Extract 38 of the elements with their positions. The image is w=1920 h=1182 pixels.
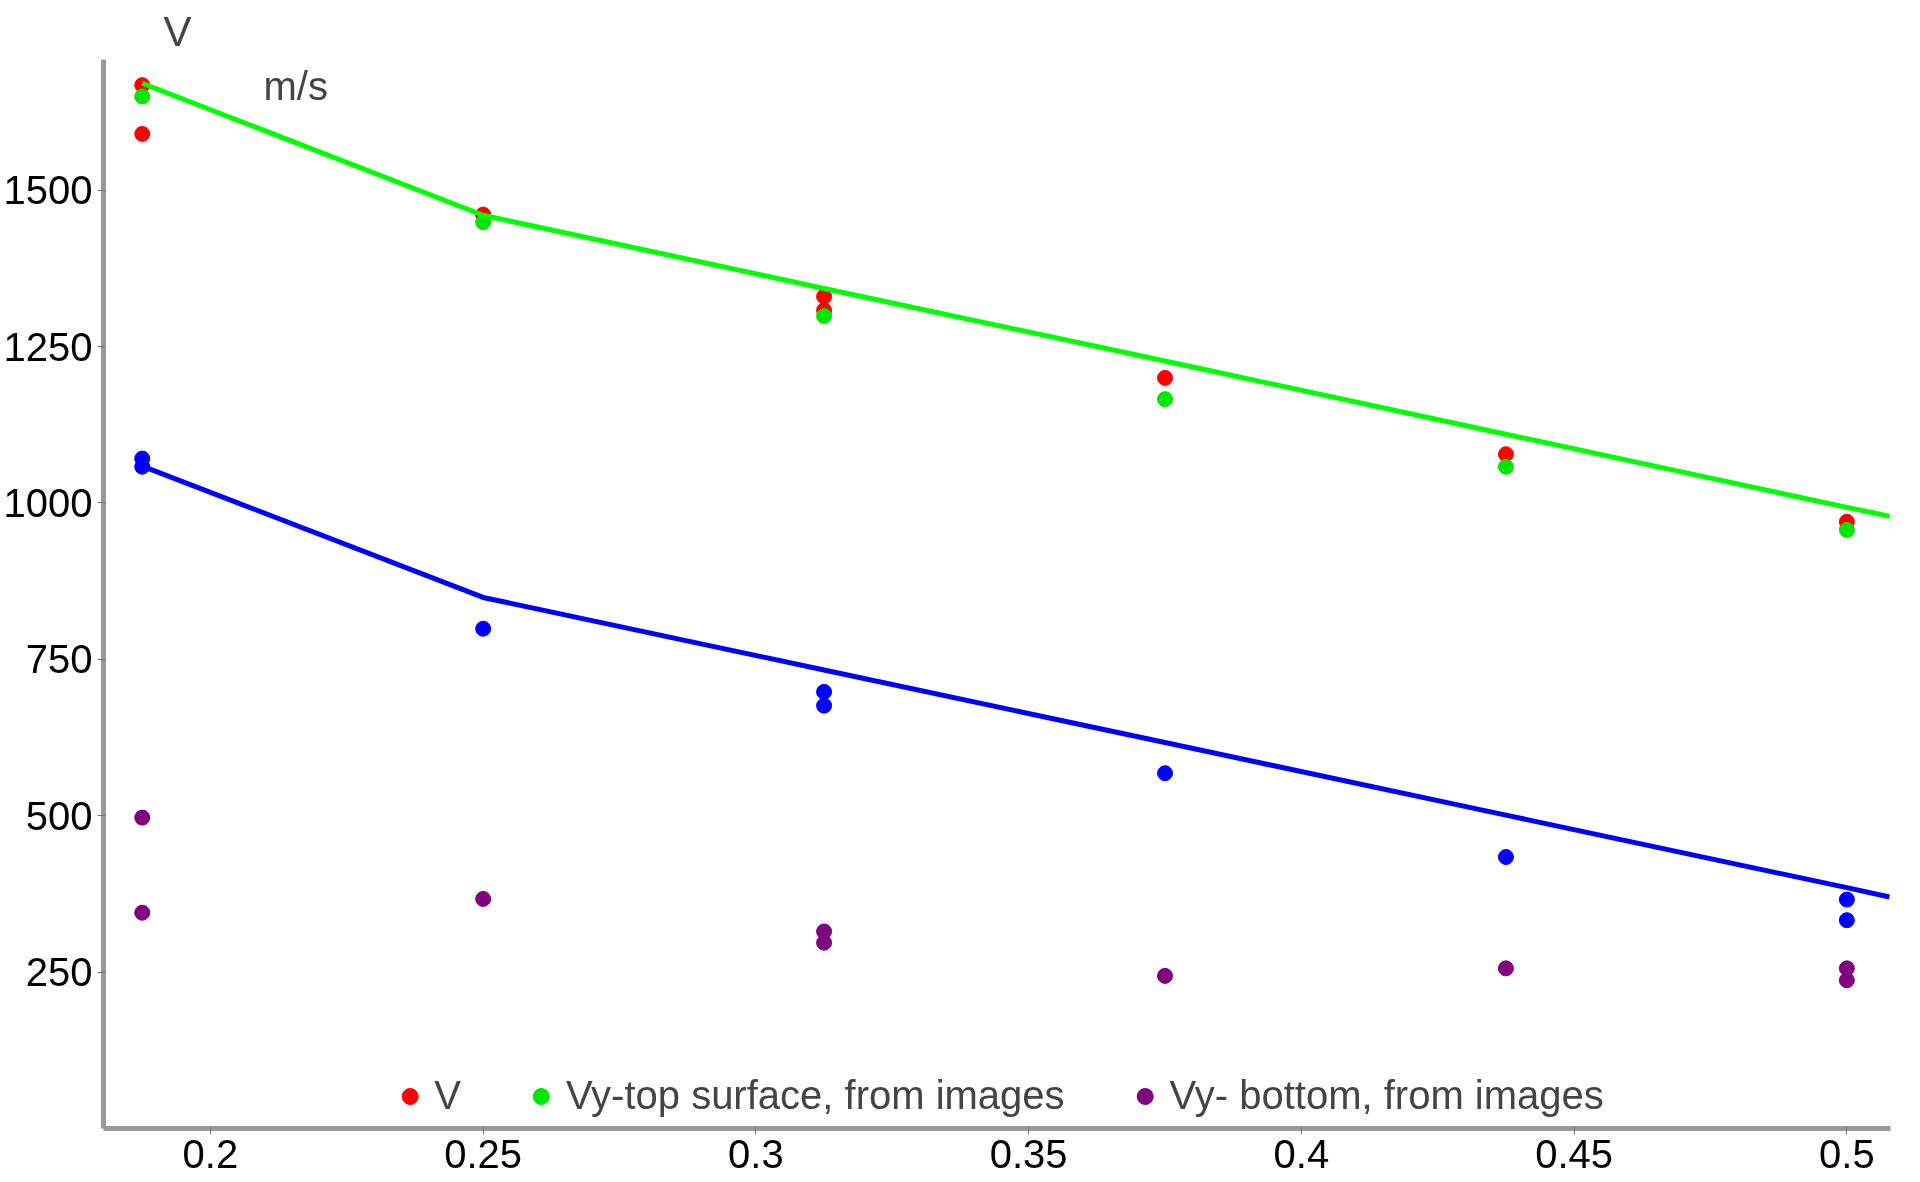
point: [134, 809, 151, 826]
point: [1157, 369, 1174, 386]
point: [816, 307, 833, 324]
point: [1497, 458, 1514, 475]
x-tick-label: 0.35: [989, 1131, 1068, 1176]
point: [134, 125, 151, 142]
point: [1838, 891, 1855, 908]
point: [134, 88, 151, 105]
point: [1497, 849, 1514, 866]
point: [1838, 521, 1855, 538]
y-tick-label: 1250: [3, 324, 93, 369]
x-tick-label: 0.4: [1273, 1131, 1330, 1176]
point: [1838, 912, 1855, 929]
legend-label: Vy-top surface, from images: [565, 1073, 1065, 1118]
legend-label: V: [434, 1073, 461, 1118]
annotation: m/s: [263, 63, 328, 108]
y-tick-label: 500: [25, 793, 93, 838]
point: [1157, 967, 1174, 984]
x-tick-label: 0.5: [1819, 1131, 1875, 1176]
point: [134, 904, 151, 921]
y-tick-label: 750: [25, 637, 93, 682]
point: [816, 683, 833, 700]
x-tick-label: 0.3: [728, 1131, 784, 1176]
point: [816, 697, 833, 714]
y-tick-label: 1500: [3, 168, 93, 213]
point: [475, 890, 492, 907]
point: [1497, 960, 1514, 977]
point: [1157, 765, 1174, 782]
x-tick-label: 0.45: [1535, 1131, 1614, 1176]
x-tick-label: 0.25: [444, 1131, 523, 1176]
point: [1157, 391, 1174, 408]
y-axis-title: V: [163, 7, 192, 55]
point: [475, 620, 492, 637]
y-tick-label: 1000: [3, 480, 93, 525]
x-tick-label: 0.2: [182, 1131, 239, 1176]
legend-label: Vy- bottom, from images: [1169, 1073, 1604, 1118]
y-tick-label: 250: [25, 950, 93, 995]
point: [1838, 972, 1855, 989]
